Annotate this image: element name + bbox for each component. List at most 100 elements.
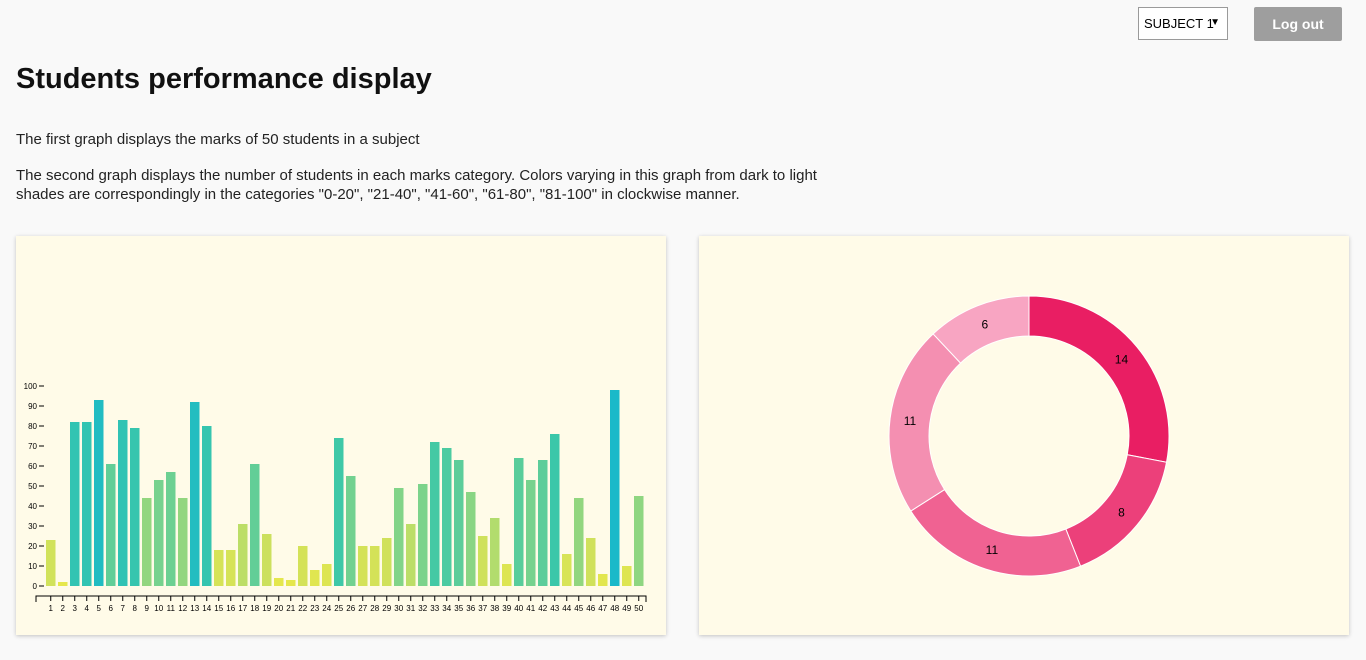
- x-tick-label: 27: [358, 604, 367, 613]
- y-tick-label: 30: [28, 522, 37, 531]
- donut-slice-label: 11: [986, 543, 999, 557]
- y-tick-label: 0: [33, 582, 38, 591]
- y-tick-label: 100: [24, 382, 38, 391]
- x-tick-label: 8: [133, 604, 138, 613]
- x-tick-label: 50: [634, 604, 643, 613]
- x-tick-label: 32: [418, 604, 427, 613]
- x-tick-label: 11: [167, 604, 176, 613]
- y-tick-label: 70: [28, 442, 37, 451]
- bar-8: [130, 428, 140, 586]
- x-tick-label: 13: [190, 604, 199, 613]
- bar-35: [454, 460, 464, 586]
- bar-16: [226, 550, 236, 586]
- donut-slice-81-100: [932, 295, 1030, 364]
- x-tick-label: 14: [202, 604, 211, 613]
- bar-25: [334, 438, 344, 586]
- bar-6: [106, 464, 116, 586]
- bar-34: [442, 448, 452, 586]
- x-tick-label: 44: [562, 604, 571, 613]
- x-tick-label: 42: [538, 604, 547, 613]
- x-tick-label: 47: [598, 604, 607, 613]
- bar-36: [466, 492, 476, 586]
- y-tick-label: 40: [28, 502, 37, 511]
- x-tick-label: 21: [286, 604, 295, 613]
- x-tick-label: 25: [334, 604, 343, 613]
- y-tick-label: 20: [28, 542, 37, 551]
- x-tick-label: 3: [73, 604, 78, 613]
- x-tick-label: 45: [574, 604, 583, 613]
- x-tick-label: 36: [466, 604, 475, 613]
- bar-10: [154, 480, 164, 586]
- bar-39: [502, 564, 512, 586]
- x-tick-label: 29: [382, 604, 391, 613]
- x-tick-label: 17: [238, 604, 247, 613]
- bar-22: [298, 546, 308, 586]
- bar-19: [262, 534, 272, 586]
- x-tick-label: 33: [430, 604, 439, 613]
- donut-chart-card: 14 8 11 11 6: [699, 236, 1349, 635]
- bar-49: [622, 566, 632, 586]
- x-tick-label: 15: [214, 604, 223, 613]
- y-tick-label: 10: [28, 562, 37, 571]
- bar-2: [58, 582, 68, 586]
- x-tick-label: 34: [442, 604, 451, 613]
- x-tick-label: 7: [121, 604, 126, 613]
- x-tick-label: 1: [49, 604, 54, 613]
- bar-29: [382, 538, 392, 586]
- donut-slice-label: 6: [981, 317, 988, 331]
- chevron-down-icon: ▼: [1210, 17, 1220, 28]
- donut-chart: 14 8 11 11 6: [888, 295, 1170, 577]
- graph-description-2: The second graph displays the number of …: [16, 167, 817, 203]
- x-tick-label: 10: [154, 604, 163, 613]
- x-tick-label: 16: [226, 604, 235, 613]
- donut-slice-label: 11: [904, 414, 917, 428]
- x-tick-label: 38: [490, 604, 499, 613]
- bar-20: [274, 578, 284, 586]
- subject-select[interactable]: SUBJECT 1 ▼: [1138, 7, 1228, 40]
- x-tick-label: 6: [109, 604, 114, 613]
- bar-14: [202, 426, 212, 586]
- x-tick-label: 22: [298, 604, 307, 613]
- bar-42: [538, 460, 548, 586]
- x-tick-label: 46: [586, 604, 595, 613]
- x-tick-label: 35: [454, 604, 463, 613]
- x-tick-label: 2: [61, 604, 66, 613]
- bar-50: [634, 496, 644, 586]
- logout-button[interactable]: Log out: [1254, 7, 1342, 41]
- x-tick-label: 40: [514, 604, 523, 613]
- bar-3: [70, 422, 80, 586]
- x-tick-label: 9: [145, 604, 150, 613]
- x-tick-label: 31: [406, 604, 415, 613]
- bar-31: [406, 524, 416, 586]
- subject-select-value: SUBJECT 1: [1144, 16, 1214, 31]
- x-tick-label: 41: [526, 604, 535, 613]
- bar-40: [514, 458, 524, 586]
- x-tick-label: 19: [262, 604, 271, 613]
- donut-slice-41-60: [910, 488, 1082, 577]
- bar-13: [190, 402, 200, 586]
- y-tick-label: 50: [28, 482, 37, 491]
- bar-27: [358, 546, 368, 586]
- bar-44: [562, 554, 572, 586]
- y-tick-label: 60: [28, 462, 37, 471]
- bar-37: [478, 536, 488, 586]
- bar-23: [310, 570, 320, 586]
- x-tick-label: 12: [178, 604, 187, 613]
- bar-32: [418, 484, 428, 586]
- bar-38: [490, 518, 500, 586]
- bar-48: [610, 390, 620, 586]
- bar-41: [526, 480, 536, 586]
- bar-45: [574, 498, 584, 586]
- x-tick-label: 23: [310, 604, 319, 613]
- x-tick-label: 48: [610, 604, 619, 613]
- x-axis-line: [35, 595, 647, 602]
- bar-12: [178, 498, 188, 586]
- x-tick-label: 30: [394, 604, 403, 613]
- y-tick-label: 80: [28, 422, 37, 431]
- bar-46: [586, 538, 596, 586]
- page-title: Students performance display: [16, 63, 432, 95]
- bar-11: [166, 472, 176, 586]
- x-tick-label: 5: [97, 604, 102, 613]
- bar-9: [142, 498, 152, 586]
